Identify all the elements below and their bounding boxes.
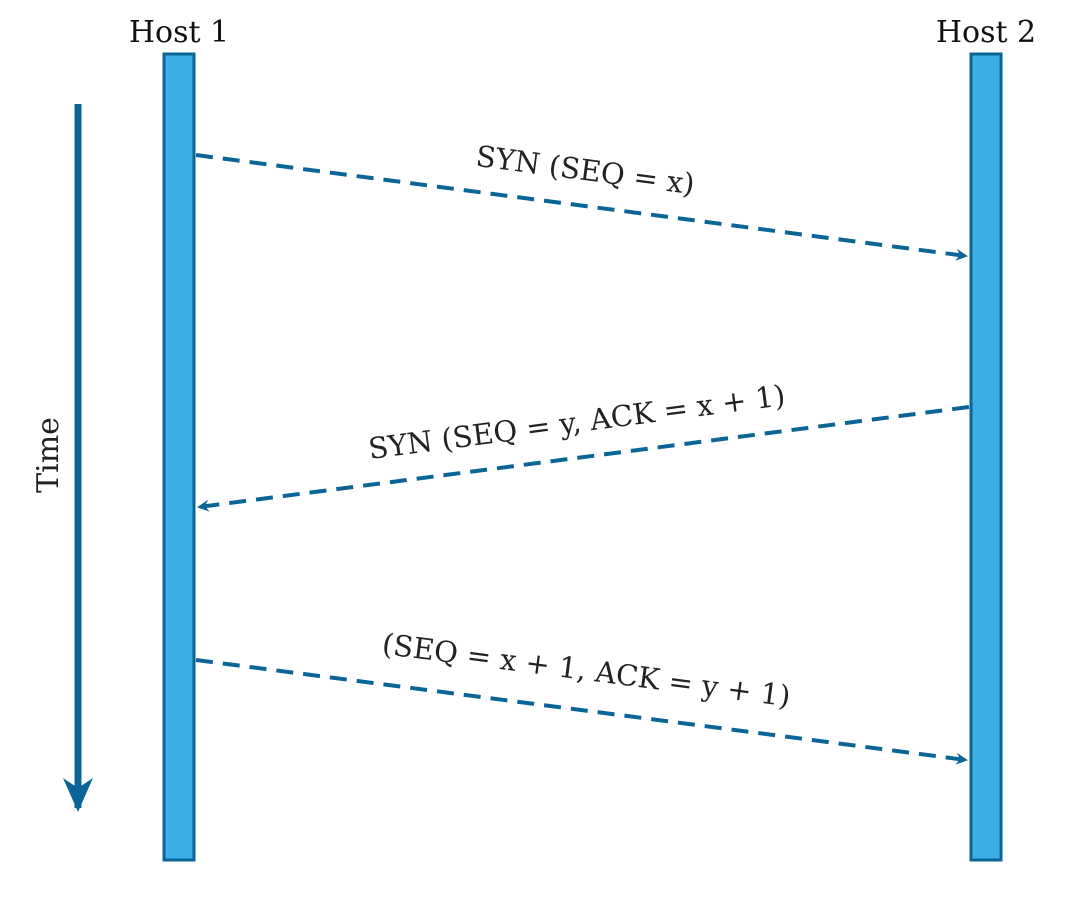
time-axis-arrowhead [63,778,93,812]
host-2-lifeline [969,52,1003,862]
time-axis-label: Time [31,417,66,493]
host-1-label: Host 1 [129,15,229,50]
message-3-arrow [195,658,968,765]
message-3-label: (SEQ = x + 1, ACK = y + 1) [380,627,792,714]
message-1-arrow [195,153,968,261]
host-1-lifeline [162,52,196,862]
message-2-arrow [197,405,970,512]
message-1-label: SYN (SEQ = x) [474,139,697,201]
message-2-label: SYN (SEQ = y, ACK = x + 1) [366,378,787,466]
host-2-label: Host 2 [936,15,1036,50]
